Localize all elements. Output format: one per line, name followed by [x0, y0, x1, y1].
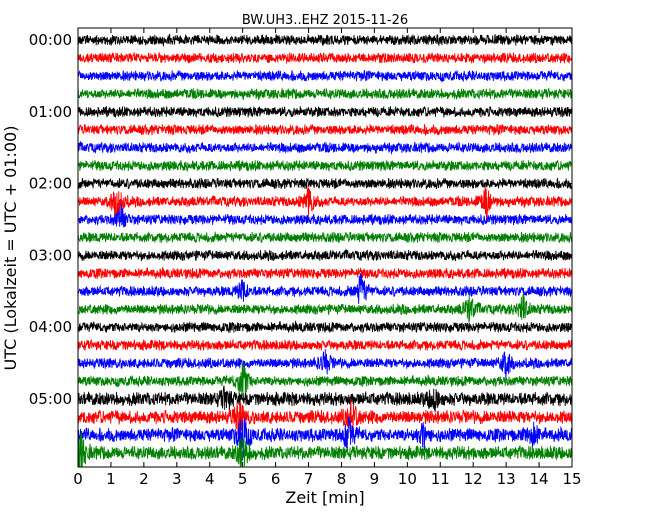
y-tick-label: 04:00	[29, 318, 72, 336]
seismic-trace-line	[78, 231, 572, 244]
seismic-trace-line	[78, 292, 572, 323]
x-axis: 0 1 2 3 4 5 6 7 8 9 10 11 12 13 14 15	[73, 28, 582, 488]
x-tick-label: 5	[238, 470, 248, 488]
seismic-trace-line	[78, 248, 572, 262]
chart-title: BW.UH3..EHZ 2015-11-26	[242, 13, 408, 28]
y-axis: 00:00 01:00 02:00 03:00 04:00 05:00	[29, 31, 572, 408]
trace-group	[78, 33, 572, 467]
x-tick-label: 12	[464, 470, 483, 488]
y-tick-label: 01:00	[29, 103, 72, 121]
y-tick-label: 05:00	[29, 390, 72, 408]
x-tick-label: 8	[337, 470, 347, 488]
x-tick-label: 7	[304, 470, 314, 488]
x-tick-label: 9	[370, 470, 380, 488]
seismic-trace-line	[78, 140, 572, 155]
seismic-trace-line	[78, 266, 572, 280]
x-tick-label: 2	[139, 470, 149, 488]
plot-frame	[77, 27, 573, 468]
y-tick-label: 00:00	[29, 31, 72, 49]
x-tick-label: 14	[530, 470, 549, 488]
x-tick-label: 3	[172, 470, 182, 488]
seismic-trace-line	[78, 416, 572, 458]
seismic-trace-line	[78, 385, 572, 413]
seismic-trace-line	[78, 338, 572, 352]
seismic-trace-line	[78, 320, 572, 334]
x-tick-label: 10	[398, 470, 417, 488]
seismic-trace-line	[78, 362, 572, 397]
seismic-trace-line	[78, 177, 572, 190]
seismic-trace-line	[78, 185, 572, 221]
seismic-trace-line	[78, 33, 572, 48]
seismic-trace-line	[78, 105, 572, 119]
x-axis-label: Zeit [min]	[285, 488, 364, 507]
x-tick-label: 15	[562, 470, 581, 488]
seismic-trace-line	[78, 430, 572, 467]
y-tick-label: 03:00	[29, 246, 72, 264]
seismic-trace-line	[78, 159, 572, 173]
x-tick-label: 11	[431, 470, 450, 488]
x-tick-label: 0	[73, 470, 83, 488]
seismic-trace-line	[78, 398, 572, 435]
x-tick-label: 4	[205, 470, 215, 488]
seismic-trace-line	[78, 52, 572, 65]
seismic-trace-line	[78, 87, 572, 101]
x-tick-label: 1	[106, 470, 116, 488]
y-axis-label: UTC (Lokalzeit = UTC + 01:00)	[1, 126, 20, 371]
x-tick-label: 6	[271, 470, 281, 488]
seismic-trace-line	[78, 203, 572, 228]
y-tick-label: 02:00	[29, 175, 72, 193]
seismic-trace-line	[78, 123, 572, 137]
seismic-trace-line	[78, 69, 572, 83]
seismic-trace-line	[78, 273, 572, 304]
seismic-trace-line	[78, 349, 572, 380]
x-tick-label: 13	[497, 470, 516, 488]
